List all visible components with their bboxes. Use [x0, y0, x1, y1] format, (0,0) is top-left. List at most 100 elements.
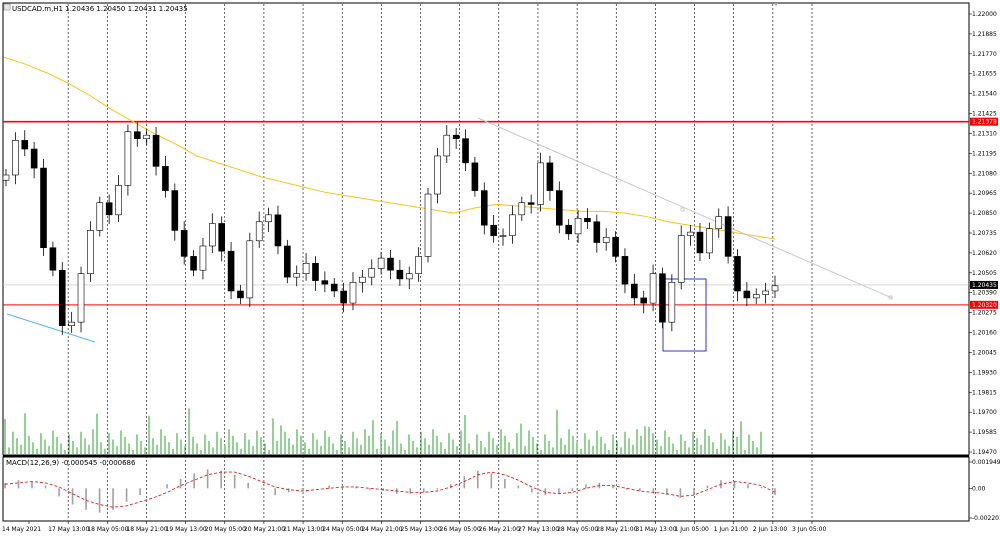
candle-body [687, 231, 694, 236]
candle-body [527, 202, 535, 205]
candle-body [87, 230, 94, 274]
candle-body [58, 269, 66, 326]
candle-body [602, 237, 610, 243]
moving-average [3, 56, 776, 240]
candle-body [396, 269, 404, 280]
window-menu-icon[interactable] [3, 3, 11, 11]
price-tick-label: 1.20160 [972, 330, 997, 337]
price-tick-label: 1.20390 [972, 290, 997, 297]
candle-body [368, 268, 376, 278]
candle-body [631, 283, 638, 299]
time-tick-label: 18 May 21:00 [126, 526, 167, 533]
candle-body [77, 273, 85, 323]
chart-title: USDCAD.m,H1 1.20436 1.20450 1.20431 1.20… [12, 5, 188, 13]
candle-body [237, 290, 244, 299]
level-price-tag [970, 300, 998, 309]
trendline-mid-handle-icon[interactable] [680, 207, 685, 212]
candle-body [509, 214, 516, 236]
current-price-tag [970, 280, 998, 289]
candle-body [274, 214, 282, 247]
candlesticks [2, 122, 779, 335]
candle-body [443, 134, 451, 157]
time-tick-label: 28 May 05:00 [557, 526, 598, 533]
trendline-handle-icon[interactable] [888, 295, 893, 300]
candle-body [593, 221, 601, 243]
candle-body [471, 162, 479, 191]
candle-body [387, 257, 394, 271]
price-tick-label: 1.20735 [972, 230, 997, 237]
volume-bars [4, 408, 762, 454]
candle-body [706, 228, 713, 254]
candle-body [499, 235, 507, 237]
candle-body [96, 202, 104, 231]
vertical-grid [67, 4, 813, 520]
descending-trendline[interactable] [477, 117, 893, 299]
candle-body [612, 237, 619, 257]
macd-signal-line [4, 471, 776, 508]
candle-body [312, 262, 319, 281]
price-tick-label: 1.20850 [972, 210, 997, 217]
price-tick-label: 1.21885 [972, 31, 997, 38]
candle-body [546, 162, 554, 191]
candle-body [209, 223, 216, 247]
candle-body [434, 155, 441, 195]
candle-body [302, 262, 310, 274]
candle-body [696, 231, 704, 254]
candle-body [424, 193, 432, 257]
candle-body [171, 190, 179, 231]
candle-body [330, 283, 338, 292]
macd-indicator: 0.001949 0.00 -0.002201 [4, 459, 1000, 522]
price-tick-label: 1.21655 [972, 71, 997, 78]
time-tick-label: 21 May 13:00 [283, 526, 324, 533]
chart-shift-marker-icon[interactable] [774, 3, 778, 6]
candle-body [565, 224, 572, 235]
time-tick-label: 2 Jun 13:00 [753, 526, 787, 533]
macd-tick-label: -0.002201 [972, 515, 1000, 522]
price-tick-label: 1.19700 [972, 409, 997, 416]
time-tick-label: 14 May 2021 [2, 526, 41, 533]
macd-tick-label: 0.001949 [972, 459, 1000, 466]
candle-body [40, 167, 47, 249]
time-tick-label: 1 Jun 21:00 [714, 526, 748, 533]
price-tick-label: 1.19585 [972, 429, 997, 436]
level-price-tag-label: 1.21378 [972, 119, 997, 126]
price-tick-label: 1.19930 [972, 369, 997, 376]
candle-body [124, 131, 132, 186]
candle-body [584, 217, 591, 223]
candle-body [659, 273, 666, 323]
candle-body [677, 235, 685, 283]
candle-body [284, 245, 291, 278]
time-tick-label: 28 May 21:00 [596, 526, 637, 533]
candle-body [452, 134, 460, 139]
macd-label: MACD(12,26,9) -0.000545 -0.000686 [6, 459, 136, 467]
price-axis: 1.22000 1.21885 1.21770 1.21655 1.21540 1.214… [969, 11, 997, 456]
candle-body [340, 290, 347, 304]
candle-body [415, 256, 422, 274]
price-tick-label: 1.20045 [972, 349, 997, 356]
candle-body [227, 250, 235, 292]
candle-body [771, 285, 779, 292]
candle-body [743, 290, 751, 299]
candle-body [162, 166, 169, 191]
time-tick-label: 20 May 05:00 [205, 526, 246, 533]
candle-body [246, 240, 254, 299]
price-tick-label: 1.21080 [972, 170, 997, 177]
price-tick-label: 1.19815 [972, 389, 997, 396]
level-price-tag-label: 1.20320 [972, 302, 997, 309]
candle-body [2, 174, 10, 181]
current-price-tag-label: 1.20435 [972, 282, 997, 289]
candle-body [49, 247, 57, 271]
candle-body [518, 202, 526, 216]
support-trendline[interactable] [6, 313, 96, 343]
price-tick-label: 1.21195 [972, 150, 997, 157]
candle-body [265, 214, 272, 223]
price-tick-label: 1.21425 [972, 111, 997, 118]
candle-body [190, 256, 197, 271]
price-tick-label: 1.19470 [972, 449, 997, 456]
moving-average-line [3, 56, 776, 240]
candle-body [715, 216, 723, 229]
candle-body [133, 131, 141, 139]
candle-body [321, 280, 329, 285]
